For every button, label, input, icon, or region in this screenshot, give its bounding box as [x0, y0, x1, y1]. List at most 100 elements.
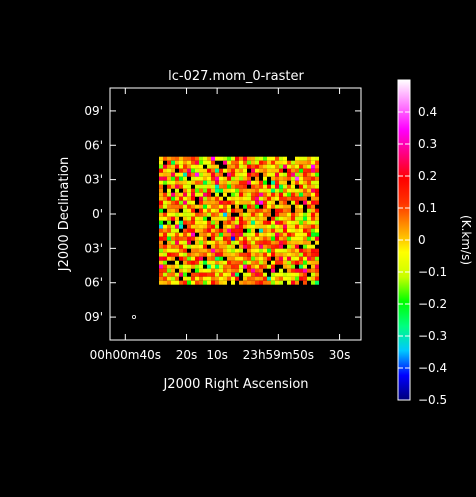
map-pixel [299, 176, 303, 181]
map-pixel [187, 168, 191, 173]
map-pixel [179, 236, 183, 241]
map-pixel [267, 240, 271, 245]
map-pixel [215, 200, 219, 205]
map-pixel [243, 156, 247, 161]
map-pixel [195, 176, 199, 181]
map-pixel [267, 196, 271, 201]
map-pixel [247, 192, 251, 197]
map-pixel [191, 200, 195, 205]
map-pixel [227, 236, 231, 241]
map-pixel [303, 172, 307, 177]
map-pixel [191, 280, 195, 285]
map-pixel [163, 248, 167, 253]
map-pixel [207, 168, 211, 173]
map-pixel [171, 264, 175, 269]
map-pixel [187, 232, 191, 237]
map-pixel [167, 156, 171, 161]
map-pixel [263, 176, 267, 181]
map-pixel [247, 252, 251, 257]
map-pixel [255, 192, 259, 197]
map-pixel [163, 272, 167, 277]
map-pixel [287, 220, 291, 225]
map-pixel [267, 248, 271, 253]
map-pixel [219, 184, 223, 189]
map-pixel [207, 280, 211, 285]
map-pixel [263, 180, 267, 185]
map-pixel [223, 168, 227, 173]
map-pixel [295, 188, 299, 193]
map-pixel [303, 212, 307, 217]
map-pixel [175, 264, 179, 269]
map-pixel [175, 228, 179, 233]
map-pixel [183, 200, 187, 205]
map-pixel [303, 264, 307, 269]
map-pixel [171, 180, 175, 185]
map-pixel [251, 256, 255, 261]
map-pixel [195, 252, 199, 257]
map-pixel [163, 176, 167, 181]
map-pixel [231, 264, 235, 269]
map-pixel [315, 192, 319, 197]
map-pixel [291, 232, 295, 237]
map-pixel [227, 156, 231, 161]
map-pixel [259, 180, 263, 185]
map-pixel [231, 220, 235, 225]
map-pixel [195, 156, 199, 161]
map-pixel [251, 248, 255, 253]
map-pixel [171, 200, 175, 205]
map-pixel [251, 212, 255, 217]
map-pixel [211, 244, 215, 249]
map-pixel [295, 224, 299, 229]
colorbar-label: (K.km/s) [459, 215, 473, 265]
map-pixel [271, 204, 275, 209]
map-pixel [287, 280, 291, 285]
map-pixel [203, 200, 207, 205]
map-pixel [235, 248, 239, 253]
map-pixel [191, 208, 195, 213]
map-pixel [167, 176, 171, 181]
map-pixel [235, 168, 239, 173]
map-pixel [211, 172, 215, 177]
map-pixel [175, 200, 179, 205]
map-pixel [307, 160, 311, 165]
map-pixel [191, 216, 195, 221]
map-pixel [223, 224, 227, 229]
map-pixel [275, 168, 279, 173]
map-pixel [203, 196, 207, 201]
map-pixel [203, 224, 207, 229]
map-pixel [175, 180, 179, 185]
map-pixel [211, 264, 215, 269]
map-pixel [299, 256, 303, 261]
map-pixel [211, 180, 215, 185]
map-pixel [179, 212, 183, 217]
map-pixel [295, 232, 299, 237]
map-pixel [251, 224, 255, 229]
map-pixel [179, 224, 183, 229]
map-pixel [291, 200, 295, 205]
map-pixel [315, 160, 319, 165]
map-pixel [239, 200, 243, 205]
map-pixel [271, 188, 275, 193]
map-pixel [315, 196, 319, 201]
map-pixel [307, 244, 311, 249]
map-pixel [215, 172, 219, 177]
map-pixel [171, 272, 175, 277]
map-pixel [223, 212, 227, 217]
map-pixel [199, 196, 203, 201]
map-pixel [223, 204, 227, 209]
map-pixel [251, 172, 255, 177]
map-pixel [295, 236, 299, 241]
map-pixel [283, 188, 287, 193]
map-pixel [227, 244, 231, 249]
map-pixel [247, 172, 251, 177]
map-pixel [179, 240, 183, 245]
map-pixel [267, 256, 271, 261]
map-pixel [239, 252, 243, 257]
map-pixel [191, 164, 195, 169]
map-pixel [243, 188, 247, 193]
map-pixel [299, 180, 303, 185]
map-pixel [255, 160, 259, 165]
map-pixel [311, 280, 315, 285]
map-pixel [187, 188, 191, 193]
map-pixel [247, 232, 251, 237]
